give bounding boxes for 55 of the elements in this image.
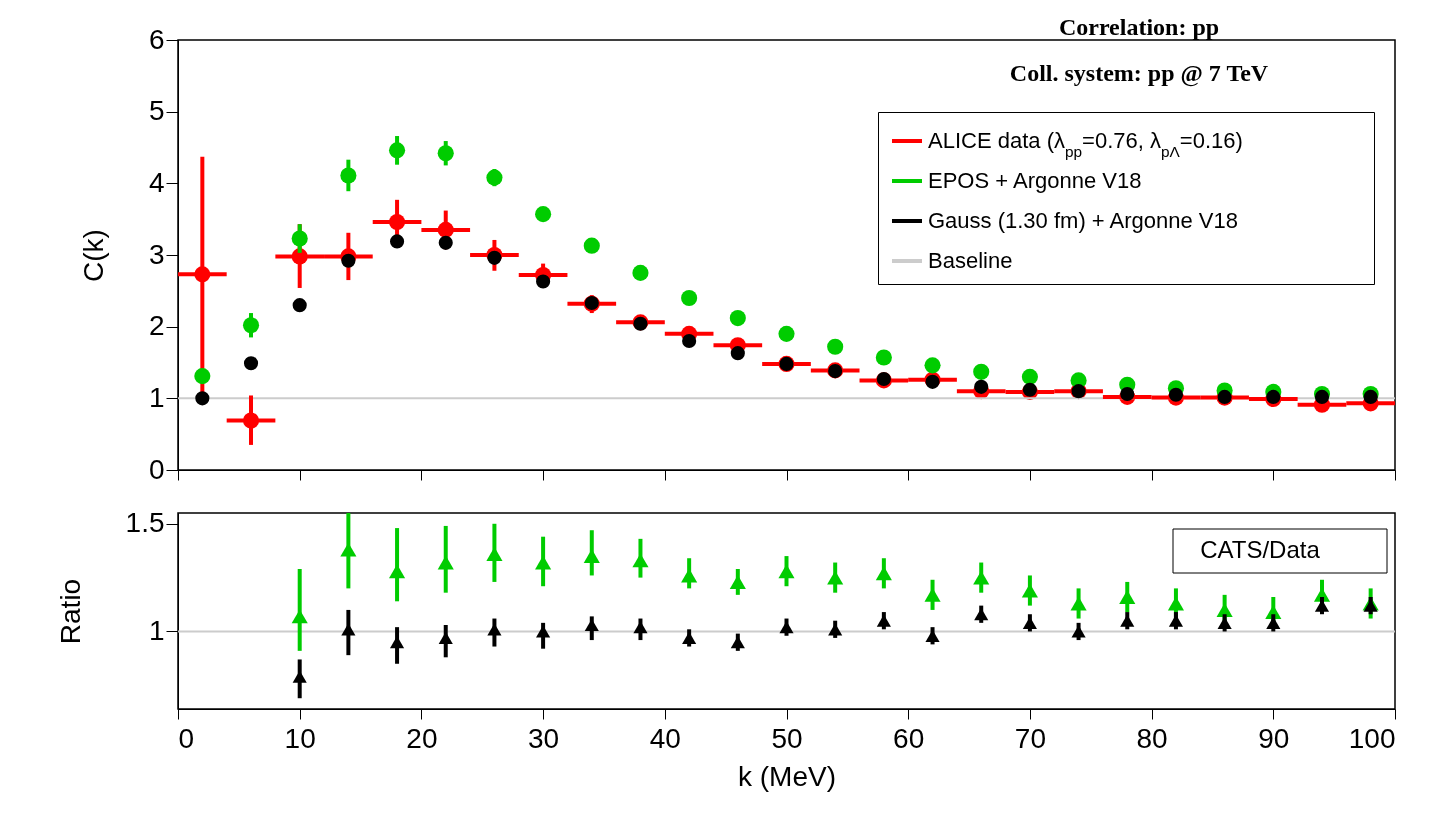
point — [924, 357, 941, 374]
point — [341, 253, 356, 268]
x-tick-label: 20 — [406, 722, 438, 754]
point — [438, 235, 453, 250]
point — [1168, 387, 1184, 402]
point — [778, 325, 795, 342]
x-axis-title: k (MeV) — [738, 760, 836, 792]
y-tick-label: 4 — [148, 166, 165, 198]
point — [583, 237, 600, 254]
x-tick-label: 40 — [649, 722, 681, 754]
x-tick-label: 60 — [893, 722, 925, 754]
point — [974, 379, 989, 394]
point — [681, 289, 698, 307]
point — [729, 310, 746, 327]
y-tick-label: 5 — [148, 95, 165, 127]
y-axis-title: C(k) — [77, 229, 109, 282]
point — [389, 234, 405, 249]
legend-label: Gauss (1.30 fm) + Argonne V18 — [928, 208, 1239, 233]
y-tick-label: 2 — [148, 310, 165, 342]
x-tick-label: 50 — [771, 722, 803, 754]
point — [875, 349, 892, 366]
point — [194, 368, 211, 385]
x-tick-label: 80 — [1136, 722, 1168, 754]
text: Correlation: pp — [1058, 14, 1220, 40]
point — [487, 250, 502, 265]
y-tick-label: 3 — [148, 238, 165, 270]
legend-label: Baseline — [928, 248, 1013, 273]
point — [243, 356, 259, 371]
x-tick-label: 0 — [178, 722, 195, 754]
x-tick-label: 70 — [1014, 722, 1046, 754]
point — [1021, 368, 1038, 385]
annotation: Coll. system: pp @ 7 TeV — [1009, 60, 1269, 87]
point — [632, 264, 649, 281]
y-tick-label: 0 — [148, 453, 165, 485]
point — [535, 206, 552, 223]
x-tick-label: 10 — [284, 722, 316, 754]
point — [730, 346, 745, 361]
point — [536, 274, 551, 289]
y-tick-label: 6 — [148, 23, 165, 55]
legend-label: ALICE data (λ$_{pp}$=0.76, λ$_{pΛ}$=0.16) — [928, 128, 1243, 160]
y-tick-label: 1 — [148, 614, 165, 646]
point — [195, 391, 210, 406]
point — [827, 338, 844, 355]
point — [973, 363, 990, 380]
point — [1266, 389, 1281, 404]
point — [292, 298, 307, 313]
x-tick-label: 30 — [528, 722, 560, 754]
y-tick-label: 1.5 — [125, 507, 165, 539]
x-tick-label: 90 — [1258, 722, 1290, 754]
legend-label: EPOS + Argonne V18 — [928, 168, 1142, 193]
annotation: CATS/Data — [1200, 536, 1321, 563]
x-tick-label: 100 — [1348, 722, 1396, 754]
y-axis-title: Ratio — [54, 578, 86, 645]
point — [682, 333, 697, 349]
y-tick-label: 1 — [148, 381, 165, 413]
